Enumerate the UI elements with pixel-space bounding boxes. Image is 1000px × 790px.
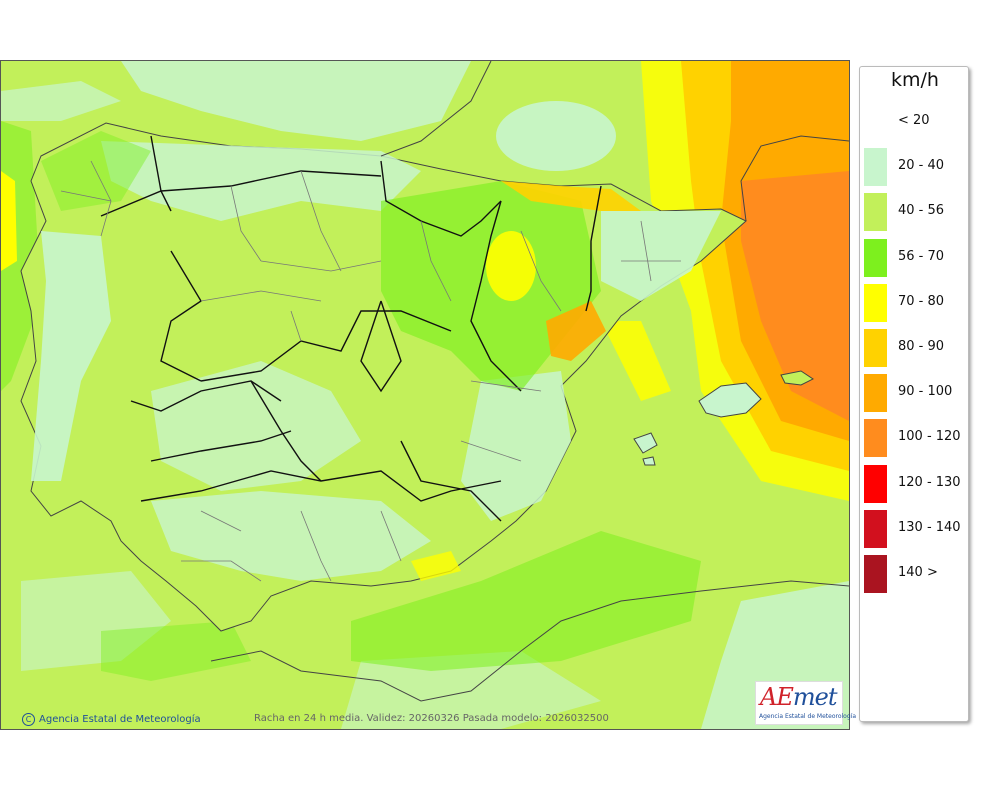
legend-label: 56 - 70 — [898, 249, 945, 264]
island-menorca — [780, 370, 814, 386]
legend-item: 80 - 90 — [864, 327, 968, 367]
legend-item: 40 - 56 — [864, 191, 968, 231]
low-wind-area-biscay — [496, 101, 616, 171]
low-wind-area-north-sea — [121, 61, 471, 141]
land-90-100-castellon — [546, 301, 606, 361]
legend-swatch — [864, 419, 887, 457]
legend-unit: km/h — [891, 69, 939, 91]
land-80-90-pyrenees — [501, 181, 641, 211]
land-low-wind-catalonia — [601, 211, 721, 301]
land-low-wind-north — [101, 141, 421, 221]
province-borders — [60, 160, 681, 582]
band-100-120-gulf-lion — [741, 171, 849, 421]
agency-credit[interactable]: C Agencia Estatal de Meteorología — [22, 713, 201, 726]
island-formentera — [642, 456, 656, 466]
legend-item: 140 > — [864, 553, 968, 593]
legend-item: 20 - 40 — [864, 146, 968, 186]
legend-item: 56 - 70 — [864, 237, 968, 277]
land-low-wind-center — [151, 361, 361, 491]
legend-label: 140 > — [898, 565, 938, 580]
legend-label: 130 - 140 — [898, 520, 961, 535]
legend-swatch — [864, 329, 887, 367]
legend-swatch — [864, 465, 887, 503]
legend-label: < 20 — [898, 113, 930, 128]
legend-label: 40 - 56 — [898, 203, 945, 218]
land-low-wind-south — [151, 491, 431, 581]
legend-swatch — [864, 510, 887, 548]
aemet-logo-mark: AEmet — [760, 683, 837, 711]
land-low-wind-portugal — [31, 231, 111, 481]
legend-label: 70 - 80 — [898, 294, 945, 309]
land-70-80-ebro — [486, 231, 536, 301]
france-coast — [380, 61, 492, 157]
legend-swatch — [864, 374, 887, 412]
land-70-80-south — [411, 551, 461, 581]
band-70-80-west-edge — [1, 171, 17, 271]
band-56-70-gulf — [101, 621, 251, 681]
legend-item: 100 - 120 — [864, 417, 968, 457]
legend-swatch — [864, 239, 887, 277]
legend-swatch — [864, 555, 887, 593]
copyright-icon: C — [22, 713, 35, 726]
africa-coast — [210, 580, 849, 702]
legend-panel: km/h < 20 20 - 40 40 - 56 56 - 70 70 - 80 80 … — [859, 66, 969, 722]
legend-item: < 20 — [864, 101, 968, 141]
aemet-logo[interactable]: AEmet Agencia Estatal de Meteorología — [755, 681, 856, 725]
low-wind-area-atlantic — [1, 81, 121, 121]
france-coast-mediterranean — [740, 135, 849, 222]
legend-label: 100 - 120 — [898, 429, 961, 444]
legend-swatch — [864, 148, 887, 186]
band-tramontana-tongue — [601, 321, 671, 401]
legend-item: 70 - 80 — [864, 282, 968, 322]
legend-swatch — [864, 193, 887, 231]
legend-label: 20 - 40 — [898, 158, 945, 173]
band-56-70-med — [351, 531, 701, 671]
legend-item: 130 - 140 — [864, 508, 968, 548]
low-wind-area-africa — [341, 651, 601, 729]
legend-item: 90 - 100 — [864, 372, 968, 412]
legend-item: 120 - 130 — [864, 463, 968, 503]
island-ibiza — [633, 432, 658, 454]
agency-credit-text: Agencia Estatal de Meteorología — [39, 714, 201, 725]
wind-gust-map[interactable] — [0, 60, 850, 730]
legend-label: 90 - 100 — [898, 384, 953, 399]
legend-label: 120 - 130 — [898, 475, 961, 490]
aemet-logo-subtitle: Agencia Estatal de Meteorología — [759, 713, 856, 720]
product-description: Racha en 24 h media. Validez: 20260326 P… — [254, 713, 609, 724]
island-mallorca — [698, 382, 762, 418]
legend-label: 80 - 90 — [898, 339, 945, 354]
legend-swatch — [864, 284, 887, 322]
low-wind-area-alboran — [21, 571, 171, 671]
